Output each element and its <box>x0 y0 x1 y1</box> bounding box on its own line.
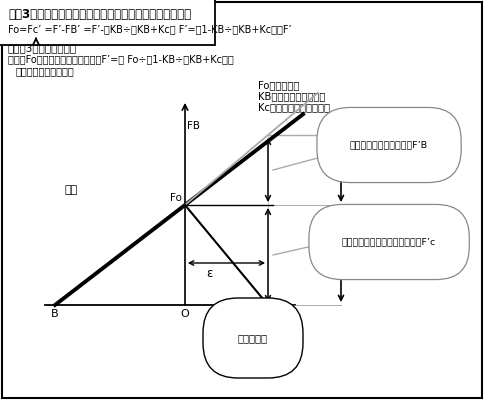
Text: （被締結体限界荷重）: （被締結体限界荷重） <box>16 66 75 76</box>
Text: KB：ボルトのばね定数: KB：ボルトのばね定数 <box>257 91 325 101</box>
Text: Fo=Fc’ =F’-FB’ =F’-（KB÷（KB+Kc） F’=｛1-KB÷（KB+Kc）｝F’: Fo=Fc’ =F’-FB’ =F’-（KB÷（KB+Kc） F’=｛1-KB÷… <box>8 24 291 34</box>
Text: Kc：被締結体のばね定数: Kc：被締結体のばね定数 <box>257 102 329 112</box>
Text: ボルトに負荷される力：F’B: ボルトに負荷される力：F’B <box>349 140 427 150</box>
Text: O: O <box>180 309 189 319</box>
Text: 【図3】ボルト締結力がゼロとなる外力状態の締付け線図: 【図3】ボルト締結力がゼロとなる外力状態の締付け線図 <box>8 8 191 21</box>
Text: 被締結体の圧縮力を弱める力：F’c: 被締結体の圧縮力を弱める力：F’c <box>341 238 435 246</box>
Text: 弾性変形量: 弾性変形量 <box>238 333 268 343</box>
Text: 荷重: 荷重 <box>65 185 78 195</box>
Text: Fc: Fc <box>262 309 273 319</box>
Text: C: C <box>271 309 278 319</box>
Text: FB: FB <box>187 121 199 131</box>
FancyBboxPatch shape <box>2 2 481 398</box>
Text: ε: ε <box>206 267 212 280</box>
Text: ＜【図3】の図形から＞: ＜【図3】の図形から＞ <box>8 43 77 53</box>
Text: 軸力（Fo）が効かなくなる外力　F’=　 Fo÷｛1-KB÷（KB+Kc）｝: 軸力（Fo）が効かなくなる外力 F’= Fo÷｛1-KB÷（KB+Kc）｝ <box>8 54 233 64</box>
Text: B: B <box>51 309 59 319</box>
Text: Fo: Fo <box>170 193 182 203</box>
Text: 外力：F’: 外力：F’ <box>344 250 371 260</box>
Text: Fo：初期軸力: Fo：初期軸力 <box>257 80 299 90</box>
